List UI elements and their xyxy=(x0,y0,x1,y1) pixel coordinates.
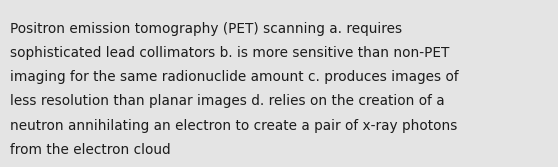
Text: Positron emission tomography (PET) scanning a. requires: Positron emission tomography (PET) scann… xyxy=(10,22,402,36)
Text: sophisticated lead collimators b. is more sensitive than non-PET: sophisticated lead collimators b. is mor… xyxy=(10,46,449,60)
Text: imaging for the same radionuclide amount c. produces images of: imaging for the same radionuclide amount… xyxy=(10,70,459,84)
Text: less resolution than planar images d. relies on the creation of a: less resolution than planar images d. re… xyxy=(10,94,445,108)
Text: neutron annihilating an electron to create a pair of x-ray photons: neutron annihilating an electron to crea… xyxy=(10,119,458,133)
Text: from the electron cloud: from the electron cloud xyxy=(10,143,171,157)
